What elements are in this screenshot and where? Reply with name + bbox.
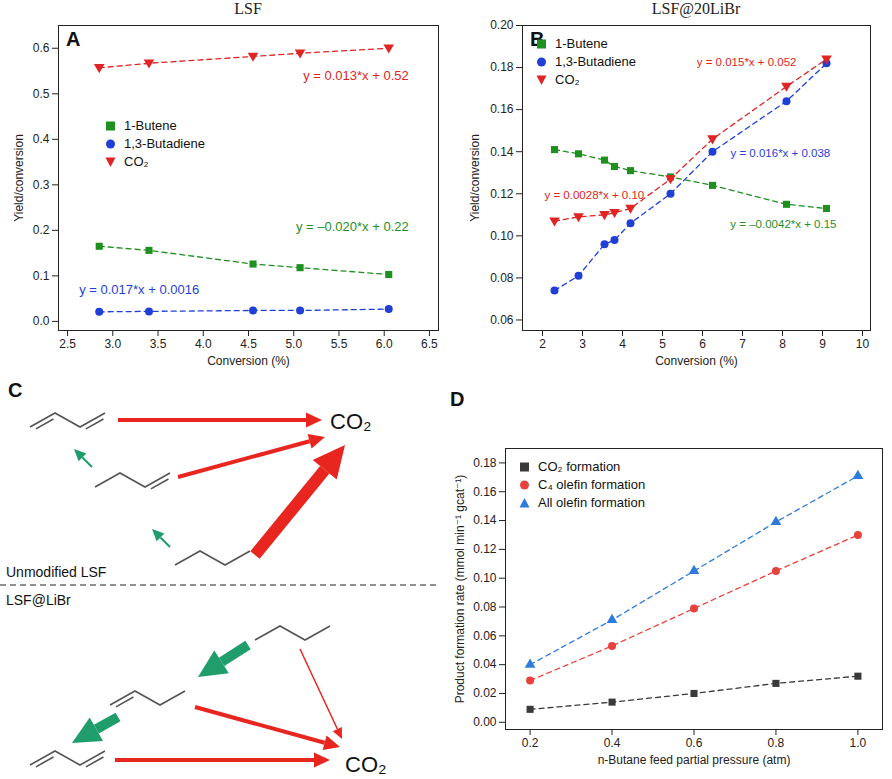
svg-text:0.16: 0.16 xyxy=(473,485,497,499)
svg-text:0.08: 0.08 xyxy=(473,600,497,614)
svg-text:0.00: 0.00 xyxy=(473,715,497,729)
svg-text:Product formation rate (mmol m: Product formation rate (mmol min⁻¹ gcat⁻… xyxy=(453,475,467,704)
html-text:C₄ olefin formation: C₄ olefin formation xyxy=(538,477,646,492)
svg-text:6.0: 6.0 xyxy=(376,337,393,351)
svg-text:y = –0.0042*x + 0.15: y = –0.0042*x + 0.15 xyxy=(730,218,836,230)
svg-text:y = 0.013*x + 0.52: y = 0.013*x + 0.52 xyxy=(303,68,409,83)
svg-text:0.1: 0.1 xyxy=(33,269,50,283)
svg-text:8: 8 xyxy=(779,337,786,351)
html-text:D: D xyxy=(450,388,465,410)
html-text:LSF: LSF xyxy=(234,0,262,17)
html-text:All olefin formation: All olefin formation xyxy=(538,495,645,510)
svg-text:0.18: 0.18 xyxy=(490,60,514,74)
svg-text:0.02: 0.02 xyxy=(473,686,497,700)
svg-text:4.0: 4.0 xyxy=(195,337,212,351)
svg-text:Unmodified LSF: Unmodified LSF xyxy=(6,564,106,580)
svg-text:0.6: 0.6 xyxy=(686,736,703,750)
svg-text:CO₂: CO₂ xyxy=(345,752,387,777)
svg-text:0.4: 0.4 xyxy=(33,132,50,146)
svg-text:3.0: 3.0 xyxy=(104,337,121,351)
html-text:1-Butene: 1-Butene xyxy=(124,117,177,133)
svg-text:y = 0.0028*x + 0.10: y = 0.0028*x + 0.10 xyxy=(545,189,645,201)
svg-text:y = 0.016*x + 0.038: y = 0.016*x + 0.038 xyxy=(731,147,831,159)
svg-text:0.8: 0.8 xyxy=(768,736,785,750)
svg-text:0.16: 0.16 xyxy=(490,102,514,116)
svg-text:0.20: 0.20 xyxy=(490,20,514,32)
svg-text:0.6: 0.6 xyxy=(33,41,50,55)
html-text:A: A xyxy=(66,28,81,50)
svg-text:6: 6 xyxy=(699,337,706,351)
svg-text:0.0: 0.0 xyxy=(33,314,50,328)
svg-text:0.06: 0.06 xyxy=(490,313,514,327)
svg-text:0.12: 0.12 xyxy=(490,187,514,201)
svg-text:4.5: 4.5 xyxy=(240,337,257,351)
svg-text:0.10: 0.10 xyxy=(473,571,497,585)
svg-text:4: 4 xyxy=(619,337,626,351)
svg-text:n-Butane feed partial pressure: n-Butane feed partial pressure (atm) xyxy=(598,753,791,767)
svg-text:0.2: 0.2 xyxy=(522,736,539,750)
svg-text:7: 7 xyxy=(739,337,746,351)
svg-text:0.14: 0.14 xyxy=(490,145,514,159)
html-text:1-Butene: 1-Butene xyxy=(555,36,608,51)
svg-text:CO₂: CO₂ xyxy=(330,409,372,434)
svg-text:0.4: 0.4 xyxy=(604,736,621,750)
svg-text:Conversion (%): Conversion (%) xyxy=(655,354,738,368)
svg-text:0.2: 0.2 xyxy=(33,223,50,237)
svg-text:5.0: 5.0 xyxy=(285,337,302,351)
html-text:LSF@20LiBr: LSF@20LiBr xyxy=(651,0,741,17)
html-text:1,3-Butadiene: 1,3-Butadiene xyxy=(124,135,205,151)
svg-text:Conversion (%): Conversion (%) xyxy=(207,354,290,368)
svg-text:y = 0.017*x + 0.0016: y = 0.017*x + 0.0016 xyxy=(79,282,199,297)
svg-text:y = –0.020*x + 0.22: y = –0.020*x + 0.22 xyxy=(296,219,409,234)
svg-text:5: 5 xyxy=(659,337,666,351)
html-text:CO₂: CO₂ xyxy=(124,153,149,169)
svg-text:C: C xyxy=(8,379,22,401)
html-text:B: B xyxy=(530,28,545,50)
svg-text:Yield/conversion: Yield/conversion xyxy=(468,134,482,222)
svg-text:2.5: 2.5 xyxy=(59,337,76,351)
svg-text:y = 0.015*x + 0.052: y = 0.015*x + 0.052 xyxy=(697,56,797,68)
svg-text:9: 9 xyxy=(819,337,826,351)
html-text:CO₂ formation: CO₂ formation xyxy=(538,459,621,474)
svg-text:0.18: 0.18 xyxy=(473,456,497,470)
svg-text:3.5: 3.5 xyxy=(150,337,167,351)
svg-text:6.5: 6.5 xyxy=(421,337,438,351)
svg-text:1.0: 1.0 xyxy=(850,736,867,750)
svg-text:5.5: 5.5 xyxy=(331,337,348,351)
svg-text:0.08: 0.08 xyxy=(490,271,514,285)
svg-text:0.04: 0.04 xyxy=(473,657,497,671)
svg-text:0.10: 0.10 xyxy=(490,229,514,243)
svg-text:3: 3 xyxy=(579,337,586,351)
svg-text:0.3: 0.3 xyxy=(33,178,50,192)
html-text:CO₂: CO₂ xyxy=(555,72,580,87)
svg-text:10: 10 xyxy=(856,337,870,351)
svg-text:0.06: 0.06 xyxy=(473,629,497,643)
svg-text:0.14: 0.14 xyxy=(473,513,497,527)
svg-text:2: 2 xyxy=(539,337,546,351)
svg-text:Yield/conversion: Yield/conversion xyxy=(12,134,26,222)
html-text:1,3-Butadiene: 1,3-Butadiene xyxy=(555,54,636,69)
svg-text:0.5: 0.5 xyxy=(33,87,50,101)
svg-text:LSF@LiBr: LSF@LiBr xyxy=(6,592,71,608)
svg-text:0.12: 0.12 xyxy=(473,542,497,556)
